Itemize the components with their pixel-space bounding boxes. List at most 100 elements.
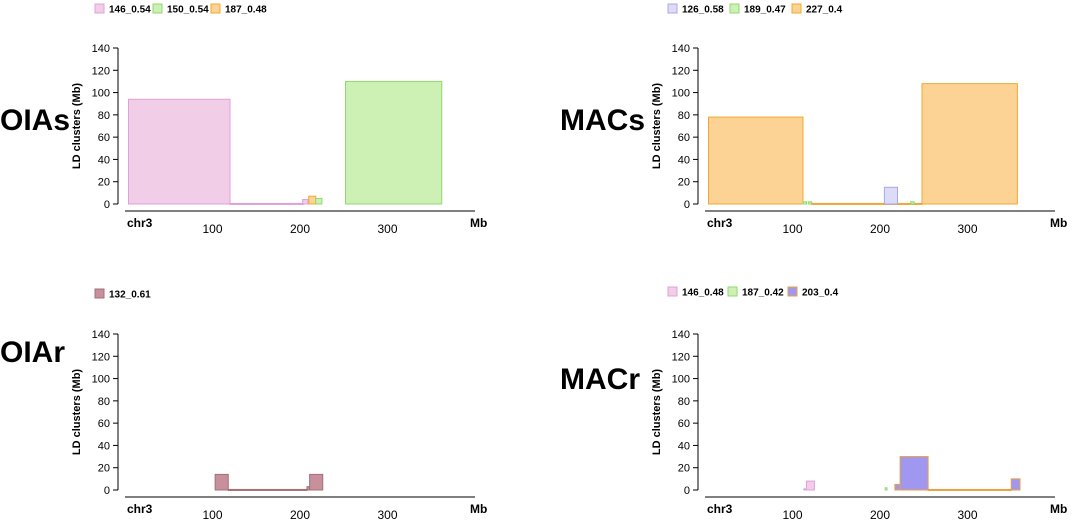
y-tick-label: 0 xyxy=(104,485,110,497)
y-axis-title: LD clusters (Mb) xyxy=(71,83,83,170)
cluster-bar xyxy=(921,83,1018,205)
chromosome-label: chr3 xyxy=(127,216,153,230)
y-axis-title: LD clusters (Mb) xyxy=(651,369,663,456)
x-tick-label: 100 xyxy=(782,222,802,236)
cluster-bar xyxy=(309,473,324,491)
y-tick-label: 100 xyxy=(92,88,110,100)
y-tick-label: 0 xyxy=(104,199,110,211)
legend-label: 187_0.48 xyxy=(225,5,267,16)
legend-label: 132_0.61 xyxy=(109,290,151,301)
cluster-bar xyxy=(315,197,323,205)
y-tick-label: 40 xyxy=(98,440,110,452)
legend-label: 146_0.54 xyxy=(109,5,151,16)
legend-swatch xyxy=(152,3,163,14)
cluster-bar xyxy=(1010,478,1021,491)
x-tick-label: 300 xyxy=(957,508,977,522)
y-tick-label: 100 xyxy=(672,374,690,386)
cluster-bar xyxy=(345,80,443,205)
cluster-bar xyxy=(811,202,923,205)
y-tick-label: 140 xyxy=(672,43,690,55)
y-tick-label: 60 xyxy=(678,418,690,430)
legend-swatch xyxy=(94,3,105,14)
legend-label: 146_0.48 xyxy=(682,288,724,299)
legend-swatch xyxy=(729,3,740,14)
y-tick-label: 120 xyxy=(672,65,690,77)
y-tick-label: 80 xyxy=(678,110,690,122)
x-unit-label: Mb xyxy=(1050,502,1067,516)
cluster-bar xyxy=(927,488,1012,491)
legend-swatch xyxy=(667,286,678,297)
x-tick-label: 200 xyxy=(290,222,310,236)
y-tick-label: 40 xyxy=(678,440,690,452)
x-tick-label: 300 xyxy=(957,222,977,236)
legend-label: 187_0.42 xyxy=(742,288,784,299)
cluster-bar xyxy=(229,202,304,205)
x-tick-label: 200 xyxy=(870,222,890,236)
x-unit-label: Mb xyxy=(470,216,487,230)
y-tick-label: 140 xyxy=(672,329,690,341)
cluster-bar xyxy=(884,487,888,491)
cluster-bar xyxy=(807,201,813,205)
legend-label: 227_0.4 xyxy=(806,5,843,16)
y-tick-label: 0 xyxy=(684,485,690,497)
x-tick-label: 300 xyxy=(377,222,397,236)
cluster-bar xyxy=(308,195,317,205)
chart-panel-macs: MACs 126_0.58 189_0.47 227_0.4 0 20 40 60 80 100 1… xyxy=(560,3,1067,236)
cluster-bar xyxy=(302,199,309,205)
chart-panel-macr: MACr 146_0.48 187_0.42 203_0.4 0 20 40 60 80 100 1… xyxy=(560,286,1067,522)
legend-swatch xyxy=(787,286,798,297)
x-tick-label: 200 xyxy=(290,508,310,522)
y-tick-label: 40 xyxy=(678,154,690,166)
y-tick-label: 80 xyxy=(98,396,110,408)
panel-label: OIAr xyxy=(0,336,65,369)
cluster-bar xyxy=(899,456,929,491)
cluster-bar xyxy=(128,98,231,205)
legend-swatch xyxy=(210,3,221,14)
chromosome-label: chr3 xyxy=(127,502,153,516)
chromosome-label: chr3 xyxy=(707,502,733,516)
cluster-bar xyxy=(708,116,804,205)
y-tick-label: 120 xyxy=(92,65,110,77)
y-tick-label: 20 xyxy=(678,463,690,475)
y-tick-label: 40 xyxy=(98,154,110,166)
y-tick-label: 60 xyxy=(98,418,110,430)
panel-label: MACs xyxy=(560,104,645,137)
legend-label: 203_0.4 xyxy=(802,288,839,299)
cluster-bar xyxy=(806,480,815,491)
y-tick-label: 100 xyxy=(92,374,110,386)
chart-panel-oiar: OIAr 132_0.61 0 20 40 60 80 100 120 140 LD cluster… xyxy=(0,288,487,522)
y-tick-label: 20 xyxy=(98,177,110,189)
legend-swatch xyxy=(727,286,738,297)
y-tick-label: 140 xyxy=(92,329,110,341)
y-tick-label: 100 xyxy=(672,88,690,100)
legend-swatch xyxy=(94,288,105,299)
y-tick-label: 80 xyxy=(678,396,690,408)
x-tick-label: 100 xyxy=(202,222,222,236)
panel-label: OIAs xyxy=(0,104,70,137)
legend-swatch xyxy=(791,3,802,14)
x-tick-label: 100 xyxy=(782,508,802,522)
y-axis-title: LD clusters (Mb) xyxy=(71,369,83,456)
y-tick-label: 80 xyxy=(98,110,110,122)
x-unit-label: Mb xyxy=(470,502,487,516)
cluster-bar xyxy=(227,488,308,491)
legend-swatch xyxy=(667,3,678,14)
y-tick-label: 20 xyxy=(98,463,110,475)
x-unit-label: Mb xyxy=(1050,216,1067,230)
legend-label: 126_0.58 xyxy=(682,5,724,16)
chart-panel-oias: OIAs 146_0.54 150_0.54 187_0.48 0 20 40 60 80 100… xyxy=(0,3,487,236)
y-tick-label: 20 xyxy=(678,177,690,189)
panel-label: MACr xyxy=(560,363,640,396)
y-axis-title: LD clusters (Mb) xyxy=(651,83,663,170)
x-tick-label: 200 xyxy=(870,508,890,522)
cluster-bar xyxy=(883,186,898,205)
cluster-bar xyxy=(910,201,915,205)
cluster-bar xyxy=(802,201,807,205)
y-tick-label: 0 xyxy=(684,199,690,211)
x-tick-label: 100 xyxy=(202,508,222,522)
y-tick-label: 120 xyxy=(92,351,110,363)
y-tick-label: 120 xyxy=(672,351,690,363)
chromosome-label: chr3 xyxy=(707,216,733,230)
x-tick-label: 300 xyxy=(377,508,397,522)
